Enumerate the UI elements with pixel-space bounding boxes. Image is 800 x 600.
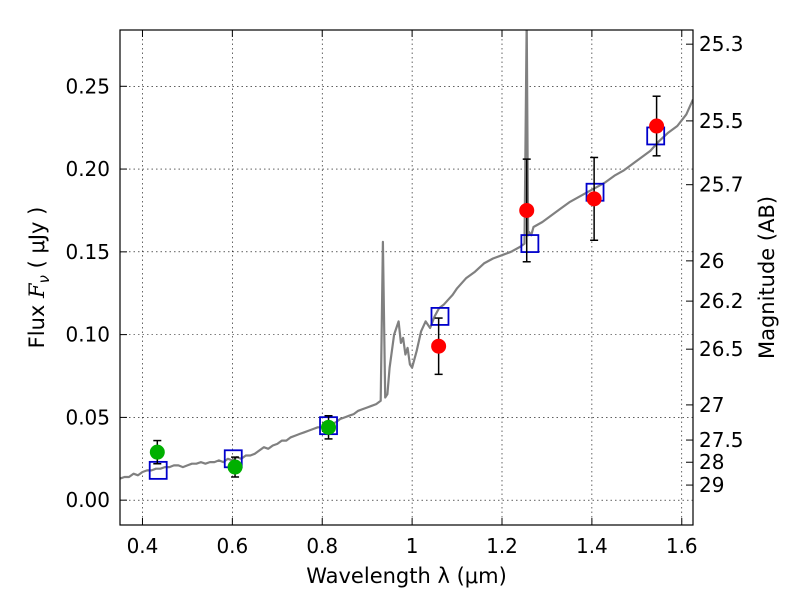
observed-point xyxy=(519,202,535,218)
x-axis-label: Wavelength λ (μm) xyxy=(306,564,507,588)
observed-point xyxy=(649,118,665,134)
observed-point xyxy=(321,419,337,435)
observed-point xyxy=(149,444,165,460)
y-label-symbol: F xyxy=(25,282,49,299)
y2-tick-label: 29 xyxy=(699,473,724,497)
x-tick-label: 1.6 xyxy=(666,534,698,558)
y2-tick-label: 25.5 xyxy=(699,109,744,133)
y-tick-label: 0.00 xyxy=(65,488,110,512)
y2-tick-label: 28 xyxy=(699,450,724,474)
plot-frame xyxy=(119,29,694,526)
y2-axis-label: Magnitude (AB) xyxy=(755,196,779,359)
x-tick-label: 0.6 xyxy=(216,534,248,558)
model-photometry-square xyxy=(148,460,168,480)
y2-tick-label: 27.5 xyxy=(699,428,744,452)
y2-tick-label: 27 xyxy=(699,393,724,417)
observed-point xyxy=(227,459,243,475)
y2-tick-label: 25.7 xyxy=(699,173,744,197)
x-tick-label: 1.2 xyxy=(486,534,518,558)
y-tick-label: 0.10 xyxy=(65,323,110,347)
observed-point xyxy=(586,191,602,207)
x-tick-label: 0.8 xyxy=(306,534,338,558)
y-tick-label: 0.05 xyxy=(65,405,110,429)
y2-tick-label: 26.2 xyxy=(699,289,744,313)
y-axis-label: Flux Fν ( μJy ) xyxy=(25,207,53,349)
y-label-subscript: ν xyxy=(35,275,53,283)
model-photometry-square xyxy=(520,234,540,253)
grid-lines xyxy=(120,30,693,525)
y-tick-label: 0.25 xyxy=(65,74,110,98)
observed-point xyxy=(431,338,447,354)
x-tick-label: 1 xyxy=(406,534,419,558)
y2-tick-label: 25.3 xyxy=(699,32,744,56)
axis-ticks: 0.4 0.6 0.8 1 1.2 1.4 1.6 0.00 0.05 0.10 0.15 0.20 0… xyxy=(65,30,744,558)
y2-tick-label: 26.5 xyxy=(699,337,744,361)
x-tick-label: 0.4 xyxy=(127,534,159,558)
plot-data xyxy=(120,30,693,480)
x-tick-label: 1.4 xyxy=(576,534,608,558)
y-tick-label: 0.20 xyxy=(65,157,110,181)
model-photometry-square xyxy=(430,307,450,326)
spectrum-line xyxy=(120,30,693,480)
y2-tick-label: 26 xyxy=(699,249,724,273)
y-tick-label: 0.15 xyxy=(65,240,110,264)
y-label-prefix: Flux xyxy=(25,298,49,348)
y-label-suffix: ( μJy ) xyxy=(25,207,49,275)
